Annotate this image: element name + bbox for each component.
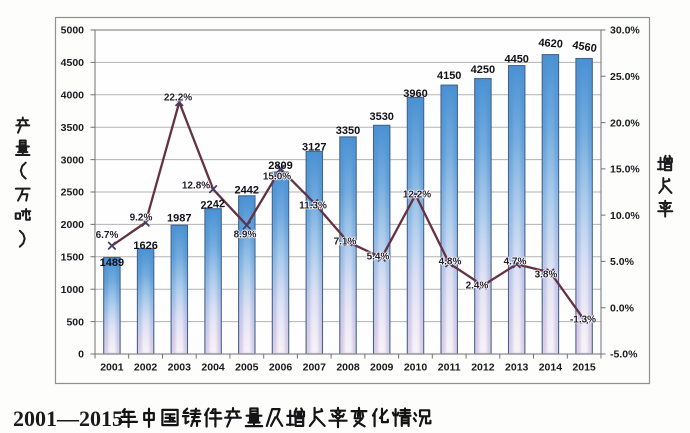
svg-text:8.9%: 8.9% xyxy=(234,230,257,241)
svg-text:1000: 1000 xyxy=(61,284,85,296)
svg-text:12.2%: 12.2% xyxy=(403,190,431,201)
svg-text:2001—2015: 2001—2015 xyxy=(13,406,123,431)
svg-text:5.4%: 5.4% xyxy=(367,252,390,263)
svg-text:4620: 4620 xyxy=(538,37,563,51)
svg-text:30.0%: 30.0% xyxy=(610,25,640,37)
svg-text:1500: 1500 xyxy=(61,252,85,264)
svg-text:4.8%: 4.8% xyxy=(439,257,462,268)
svg-text:2004: 2004 xyxy=(201,362,225,374)
svg-text:10.0%: 10.0% xyxy=(610,210,640,222)
svg-text:20.0%: 20.0% xyxy=(610,117,640,129)
svg-text:3530: 3530 xyxy=(369,111,393,123)
svg-text:4.7%: 4.7% xyxy=(504,257,527,268)
svg-text:2006: 2006 xyxy=(269,362,293,374)
svg-text:12.8%: 12.8% xyxy=(182,181,210,192)
svg-text:4450: 4450 xyxy=(504,54,528,66)
svg-text:15.0%: 15.0% xyxy=(610,164,640,176)
svg-text:4150: 4150 xyxy=(437,70,461,82)
svg-text:2009: 2009 xyxy=(370,362,394,374)
svg-text:0.0%: 0.0% xyxy=(610,302,635,314)
svg-text:5.0%: 5.0% xyxy=(610,256,635,268)
svg-text:2005: 2005 xyxy=(235,362,259,374)
svg-text:2014: 2014 xyxy=(539,362,563,374)
svg-text:15.0%: 15.0% xyxy=(263,172,291,183)
svg-text:4250: 4250 xyxy=(471,64,495,76)
svg-text:4000: 4000 xyxy=(61,90,85,102)
svg-text:9.2%: 9.2% xyxy=(130,213,153,224)
svg-text:3350: 3350 xyxy=(336,125,360,137)
svg-text:2500: 2500 xyxy=(61,187,85,199)
svg-text:3960: 3960 xyxy=(403,88,427,100)
svg-text:11.3%: 11.3% xyxy=(299,201,327,212)
svg-text:6.7%: 6.7% xyxy=(96,230,119,241)
svg-text:2809: 2809 xyxy=(268,160,292,172)
svg-text:25.0%: 25.0% xyxy=(610,71,640,83)
svg-text:2012: 2012 xyxy=(471,362,495,374)
svg-text:3000: 3000 xyxy=(61,154,85,166)
svg-text:2008: 2008 xyxy=(336,362,360,374)
svg-text:22.2%: 22.2% xyxy=(164,93,192,104)
svg-text:3.8%: 3.8% xyxy=(535,270,558,281)
svg-text:-5.0%: -5.0% xyxy=(610,349,638,361)
svg-text:2000: 2000 xyxy=(61,219,85,231)
svg-text:3500: 3500 xyxy=(61,122,85,134)
svg-text:2015: 2015 xyxy=(572,362,596,374)
svg-text:2002: 2002 xyxy=(134,362,158,374)
svg-text:2001: 2001 xyxy=(100,362,124,374)
svg-text:2010: 2010 xyxy=(404,362,428,374)
svg-text:2013: 2013 xyxy=(505,362,529,374)
svg-text:2242: 2242 xyxy=(200,198,225,212)
svg-text:1626: 1626 xyxy=(133,240,157,252)
svg-text:2442: 2442 xyxy=(235,185,259,197)
svg-text:1987: 1987 xyxy=(167,213,191,225)
svg-text:500: 500 xyxy=(66,316,84,328)
svg-text:1489: 1489 xyxy=(100,257,124,269)
svg-text:2007: 2007 xyxy=(303,362,327,374)
svg-text:2.4%: 2.4% xyxy=(466,281,489,292)
svg-text:5000: 5000 xyxy=(61,25,85,37)
svg-text:2011: 2011 xyxy=(438,362,461,374)
svg-text:7.1%: 7.1% xyxy=(334,237,357,248)
svg-text:4500: 4500 xyxy=(61,57,85,69)
svg-text:3127: 3127 xyxy=(302,142,326,154)
svg-text:2003: 2003 xyxy=(168,362,192,374)
svg-text:0: 0 xyxy=(78,349,84,361)
svg-text:4560: 4560 xyxy=(572,39,598,55)
svg-text:-1.3%: -1.3% xyxy=(570,315,596,326)
